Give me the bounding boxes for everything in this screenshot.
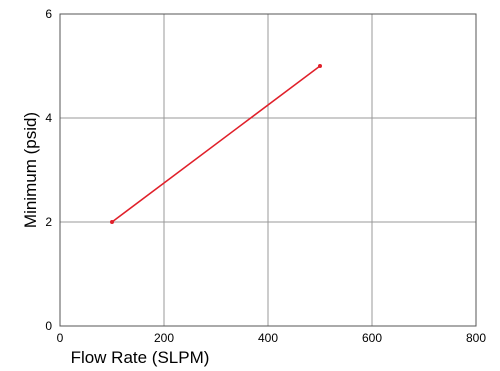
data-point xyxy=(318,64,322,68)
grid-lines xyxy=(60,14,476,326)
y-axis-title: Minimum (psid) xyxy=(21,112,40,228)
tick-labels: 0 200 400 600 800 0 2 4 6 xyxy=(45,7,486,345)
x-tick-label: 200 xyxy=(154,331,174,345)
x-tick-label: 600 xyxy=(362,331,382,345)
y-tick-label: 6 xyxy=(45,7,52,21)
plot-area-frame xyxy=(59,13,477,327)
y-tick-label: 2 xyxy=(45,215,52,229)
x-axis-title: Flow Rate (SLPM) xyxy=(71,348,210,367)
x-tick-label: 800 xyxy=(466,331,486,345)
series-line xyxy=(111,65,321,223)
series-layer xyxy=(110,64,322,224)
y-tick-label: 4 xyxy=(45,111,52,125)
data-point xyxy=(110,220,114,224)
x-tick-label: 0 xyxy=(57,331,64,345)
y-tick-label: 0 xyxy=(45,319,52,333)
x-tick-label: 400 xyxy=(258,331,278,345)
